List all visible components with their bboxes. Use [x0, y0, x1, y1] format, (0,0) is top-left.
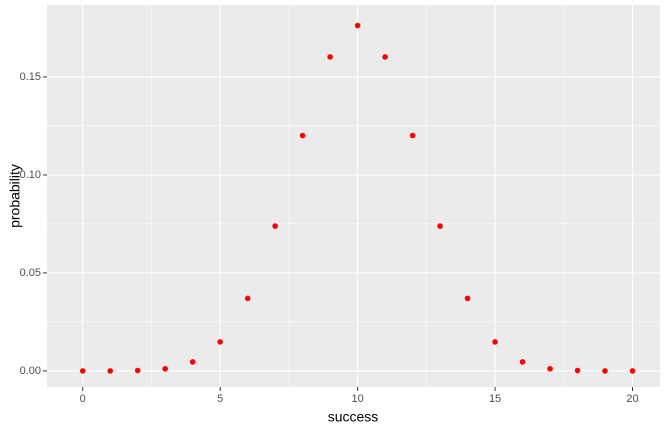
point [299, 132, 306, 139]
point [437, 223, 443, 229]
point [244, 295, 251, 302]
x-tick-label: 5 [217, 393, 223, 405]
y-tick-label: 0.15 [20, 71, 41, 83]
x-tick-label: 20 [626, 393, 638, 405]
point [162, 365, 169, 372]
x-tick-label: 0 [80, 393, 86, 405]
point [547, 365, 553, 372]
point [217, 339, 223, 345]
point [492, 339, 498, 345]
x-tick-label: 15 [489, 393, 501, 405]
point [272, 223, 278, 229]
point [602, 368, 608, 374]
point [327, 54, 333, 60]
point [464, 295, 471, 302]
point [409, 132, 416, 139]
point [574, 367, 581, 374]
y-axis-title: probability [7, 164, 23, 228]
point [189, 359, 196, 365]
point [79, 368, 86, 374]
panel [47, 5, 660, 387]
y-tick-label: 0.10 [20, 169, 41, 181]
point [629, 368, 636, 374]
point [134, 367, 141, 374]
y-tick-label: 0.00 [20, 365, 41, 377]
point [107, 368, 114, 374]
x-axis-title: success [328, 409, 379, 425]
x-tick-label: 10 [351, 393, 363, 405]
point [382, 54, 388, 60]
point [354, 22, 361, 29]
y-tick-label: 0.05 [20, 267, 41, 279]
point [519, 359, 526, 365]
